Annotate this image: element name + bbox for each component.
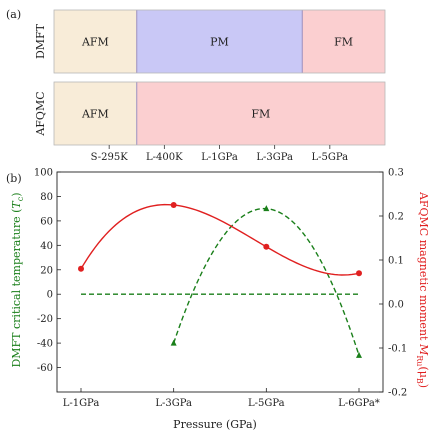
right-tick-label: 0.2 [388, 212, 404, 223]
plot-frame [56, 171, 384, 393]
phase-region-pm [136, 10, 303, 73]
x-tick-label: L-3GPa [256, 152, 293, 163]
magnetic-moment-point [356, 270, 362, 277]
phase-label: FM [251, 108, 270, 121]
phase-region-afm [54, 82, 137, 145]
critical-temperature-point [263, 205, 270, 212]
x-tick-label: L-6GPa* [338, 398, 380, 409]
line-chart: -60 -40 -20 0 20 40 60 80 100 -0.2 -0.1 0.0 0.1 0.2 0.… [34, 168, 407, 410]
phase-label: AFM [81, 108, 109, 121]
panel-b-label: (b) [6, 172, 22, 185]
right-tick-label: -0.1 [388, 344, 407, 355]
left-tick-label: 20 [40, 265, 53, 276]
phase-label: AFM [81, 36, 109, 49]
phase-label: PM [210, 36, 229, 49]
phase-region-afm [54, 10, 137, 73]
magnetic-moment-point [263, 243, 270, 250]
x-tick-label: L-3GPa [155, 398, 192, 409]
magnetic-moment-point [78, 265, 84, 272]
critical-temperature-point [170, 339, 177, 346]
left-tick-label: -60 [37, 363, 53, 374]
critical-temperature-line [173, 207, 360, 356]
right-tick-label: 0.1 [388, 256, 404, 267]
critical-temperature-point [356, 351, 362, 358]
row-frame [53, 9, 386, 74]
x-tick-label: L-1GPa [201, 152, 238, 163]
x-tick-label: L-5GPa [312, 152, 349, 163]
x-tick-label: L-400K [146, 152, 183, 163]
left-tick-label: 0 [47, 290, 53, 301]
phase-label: FM [334, 36, 353, 49]
phase-diagram: AFM PM FM DMFT AFM FM AFQMC S-295K L-400K L-1GPa L… [34, 9, 386, 163]
left-tick-label: -40 [37, 339, 53, 350]
magnetic-moment-point [170, 202, 177, 208]
panel-a-label: (a) [6, 8, 21, 21]
left-axis-label: DMFT critical temperature (Tc) [10, 192, 25, 367]
right-tick-label: 0.3 [388, 168, 404, 179]
x-tick-label: L-1GPa [63, 398, 100, 409]
left-tick-label: 100 [34, 168, 53, 179]
phase-region-fm [136, 82, 385, 145]
right-tick-label: 0.0 [388, 300, 404, 311]
row-label: AFQMC [34, 91, 47, 136]
right-tick-label: -0.2 [388, 388, 407, 399]
x-tick-label: L-5GPa [248, 398, 285, 409]
left-tick-label: 80 [40, 192, 53, 203]
phase-region-fm [302, 10, 385, 73]
left-tick-label: -20 [37, 314, 53, 325]
left-tick-label: 40 [40, 241, 53, 252]
magnetic-moment-line [80, 203, 360, 276]
left-tick-label: 60 [40, 216, 53, 227]
x-tick-label: S-295K [91, 152, 129, 163]
right-axis-label: AFQMC magnetic moment MRu(μB) [415, 191, 430, 388]
x-axis-label: Pressure (GPa) [173, 418, 257, 431]
row-label: DMFT [34, 23, 47, 59]
